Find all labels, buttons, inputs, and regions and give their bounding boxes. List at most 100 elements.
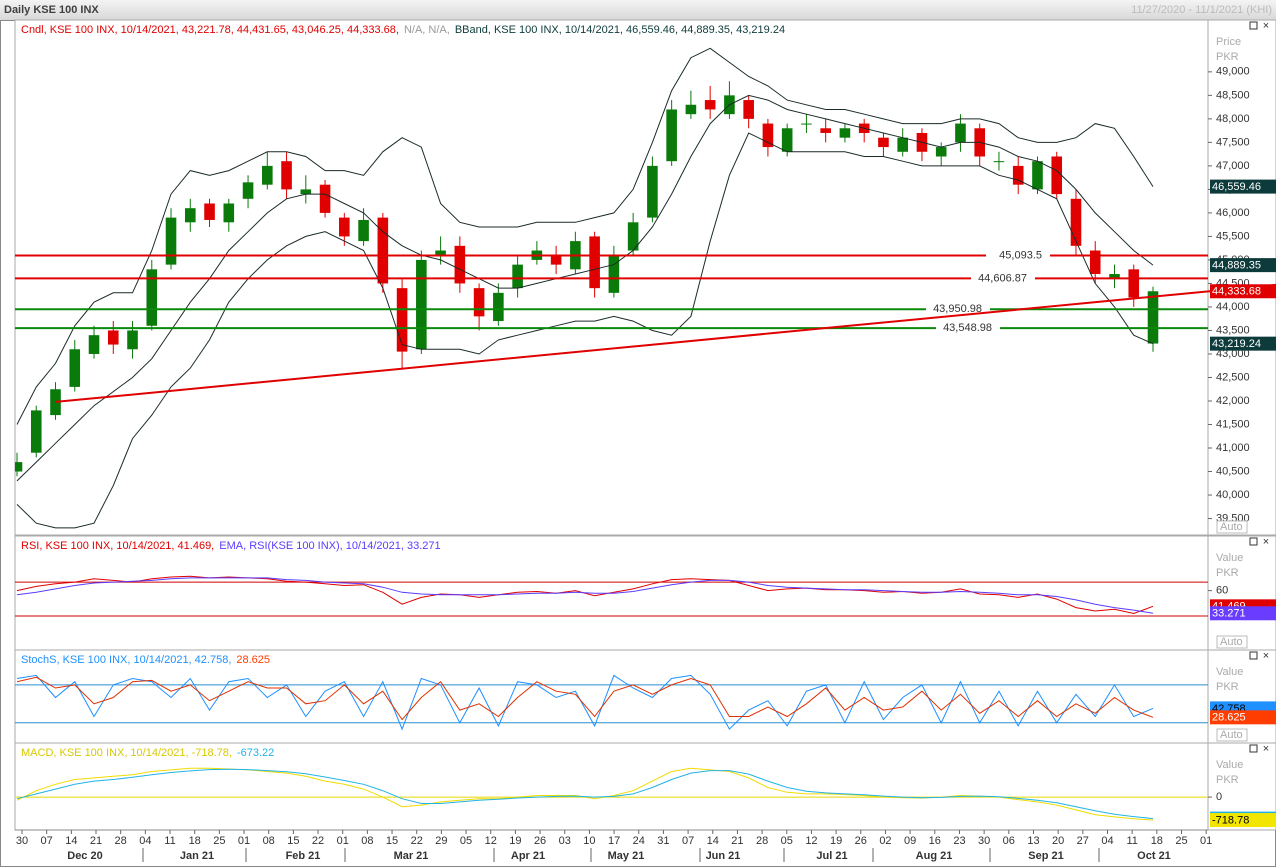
candle-body xyxy=(743,100,754,119)
panel-maximize[interactable] xyxy=(1249,21,1258,30)
y-tick-label: 40,000 xyxy=(1216,489,1250,501)
value-tag-label: 44,889.35 xyxy=(1212,260,1261,272)
x-tick-label: 28 xyxy=(115,835,127,847)
x-tick-label: 01 xyxy=(1200,835,1212,847)
y-tick-label: 42,000 xyxy=(1216,395,1250,407)
plot-area xyxy=(15,767,1208,821)
x-tick-label: 03 xyxy=(559,835,571,847)
x-tick-label: 29 xyxy=(435,835,447,847)
auto-label[interactable]: Auto xyxy=(1220,636,1243,648)
auto-label[interactable]: Auto xyxy=(1220,521,1243,533)
x-tick-label: 21 xyxy=(90,835,102,847)
panel-close[interactable]: × xyxy=(1263,650,1269,662)
candle-body xyxy=(454,245,466,284)
candle-body xyxy=(1051,156,1063,195)
value-tag xyxy=(1210,284,1276,299)
candle-body xyxy=(512,264,523,289)
candle-body xyxy=(955,123,966,143)
candle-body xyxy=(647,165,658,218)
candle-body xyxy=(820,128,831,133)
y-tick-label: 46,000 xyxy=(1216,207,1250,219)
month-label: Mar 21 xyxy=(394,850,429,862)
x-tick-label: 01 xyxy=(337,835,349,847)
x-tick-label: 19 xyxy=(509,835,521,847)
x-tick-label: 22 xyxy=(312,835,324,847)
candle-body xyxy=(897,137,908,152)
date-range: 11/27/2020 - 11/1/2021 (KHI) xyxy=(1131,4,1272,16)
auto-label[interactable]: Auto xyxy=(1220,729,1243,741)
candle-body xyxy=(878,137,889,148)
x-tick-label: 14 xyxy=(707,835,719,847)
candle-body xyxy=(550,255,562,265)
x-tick-label: 19 xyxy=(830,835,842,847)
x-tick-label: 21 xyxy=(731,835,743,847)
axis-title: PKR xyxy=(1216,681,1239,693)
price-level-label: 44,606.87 xyxy=(978,272,1027,284)
candle-body xyxy=(88,335,100,354)
legend-entry: EMA, RSI(KSE 100 INX), 10/14/2021, 33.27… xyxy=(219,540,440,552)
candle-body xyxy=(781,128,793,152)
panel-maximize[interactable] xyxy=(1249,651,1258,660)
y-tick-label: 41,500 xyxy=(1216,418,1250,430)
x-tick-label: 07 xyxy=(41,835,53,847)
y-tick-label: 47,500 xyxy=(1216,136,1250,148)
panel-maximize[interactable] xyxy=(1249,537,1258,546)
panel-close[interactable]: × xyxy=(1263,743,1269,755)
x-tick-label: 04 xyxy=(1101,835,1113,847)
plot-area xyxy=(15,575,1208,617)
candle-body xyxy=(839,128,851,138)
panels: ×39,50040,00040,50041,00041,50042,00042,… xyxy=(14,19,1276,862)
series-line xyxy=(16,676,1154,721)
candle-body xyxy=(1032,161,1043,190)
x-tick-label: 24 xyxy=(633,835,645,847)
candle-body xyxy=(30,410,42,453)
x-tick-label: 23 xyxy=(953,835,965,847)
series-line xyxy=(16,577,1154,614)
month-label: May 21 xyxy=(608,850,645,862)
x-tick-label: 12 xyxy=(805,835,817,847)
panel-close[interactable]: × xyxy=(1263,536,1269,548)
legend-entry: StochS, KSE 100 INX, 10/14/2021, 42.758, xyxy=(21,654,231,666)
auto-button[interactable] xyxy=(1216,728,1248,742)
month-label: Feb 21 xyxy=(286,850,321,862)
y-tick-label: 41,000 xyxy=(1216,442,1250,454)
month-label: Jul 21 xyxy=(816,850,847,862)
header-bar xyxy=(0,0,1276,20)
candle-body xyxy=(223,203,235,223)
candle-body xyxy=(1147,291,1159,344)
panel-close[interactable]: × xyxy=(1263,20,1269,32)
candle-body xyxy=(1089,250,1101,275)
x-tick-label: 15 xyxy=(386,835,398,847)
candle-body xyxy=(685,104,697,115)
x-tick-label: 25 xyxy=(213,835,225,847)
x-tick-label: 22 xyxy=(411,835,423,847)
legend-entry: BBand, KSE 100 INX, 10/14/2021, 46,559.4… xyxy=(455,24,785,36)
price-level-label: 43,548.98 xyxy=(943,322,992,334)
candle-body xyxy=(608,255,620,293)
value-tag-label: -718.78 xyxy=(1212,814,1249,826)
series-line xyxy=(16,94,1154,482)
x-tick-label: 01 xyxy=(238,835,250,847)
value-tag-label: 28.625 xyxy=(1212,712,1246,724)
panel-maximize[interactable] xyxy=(1249,744,1258,753)
value-tag xyxy=(1210,258,1276,273)
series-line xyxy=(16,674,1154,731)
x-tick-label: 02 xyxy=(879,835,891,847)
y-tick-label: 42,500 xyxy=(1216,371,1250,383)
value-tag-label: 46,559.46 xyxy=(1212,181,1261,193)
candle-body xyxy=(1109,274,1120,279)
candle-body xyxy=(1070,198,1082,246)
candle-body xyxy=(262,165,273,185)
y-tick-label: 0 xyxy=(1216,791,1222,803)
auto-button[interactable] xyxy=(1216,635,1248,649)
price-level-label: 45,093.5 xyxy=(999,249,1042,261)
candle-body xyxy=(1012,165,1024,185)
x-tick-label: 26 xyxy=(855,835,867,847)
candle-body xyxy=(589,236,600,289)
candle-body xyxy=(165,217,177,265)
candle-body xyxy=(184,208,196,223)
month-label: Aug 21 xyxy=(916,850,953,862)
candle-body xyxy=(416,259,427,350)
auto-button[interactable] xyxy=(1216,520,1248,534)
